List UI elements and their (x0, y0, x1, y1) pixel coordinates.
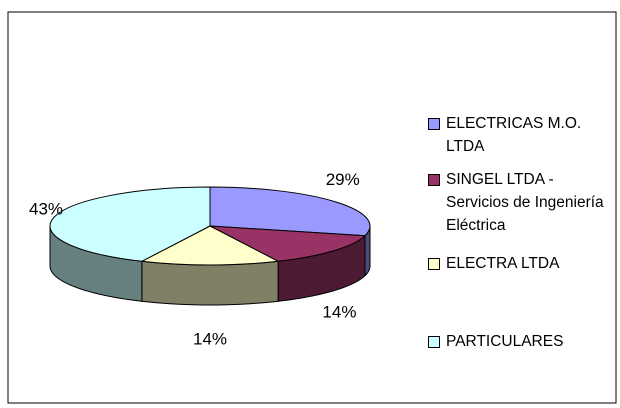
slice (209, 186, 371, 237)
data-label: 29% (326, 170, 360, 189)
slice (209, 225, 367, 262)
legend-label: PARTICULARES (446, 333, 564, 350)
slice (49, 186, 211, 262)
legend-label: ELECTRICAS M.O. LTDA (446, 115, 582, 155)
legend-label: ELECTRA LTDA (446, 255, 560, 272)
legend-swatch (428, 174, 440, 186)
slice-side (141, 260, 279, 306)
legend-swatch (428, 258, 440, 270)
legend-item: ELECTRICAS M.O. LTDA (428, 112, 616, 158)
legend-swatch (428, 336, 440, 348)
legend-swatch (428, 118, 440, 130)
data-label: 14% (193, 329, 227, 348)
data-label: 14% (322, 303, 356, 322)
slice (140, 225, 280, 266)
legend-label: SINGEL LTDA - Servicios de Ingeniería El… (446, 171, 604, 234)
legend-item: PARTICULARES (428, 330, 616, 353)
legend-item: SINGEL LTDA - Servicios de Ingeniería El… (428, 168, 616, 237)
data-label: 43% (29, 199, 63, 218)
legend-item: ELECTRA LTDA (428, 252, 616, 275)
